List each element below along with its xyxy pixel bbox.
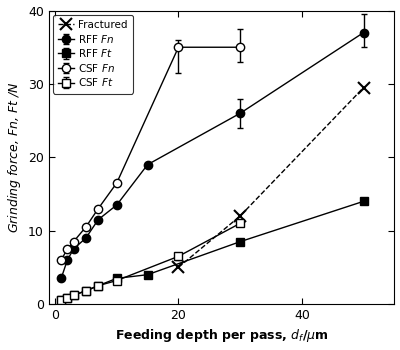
- Legend: Fractured, RFF $Fn$, RFF $Ft$, CSF $Fn$, CSF $Ft$: Fractured, RFF $Fn$, RFF $Ft$, CSF $Fn$,…: [53, 15, 133, 93]
- X-axis label: Feeding depth per pass, $d_f$/$\mu$m: Feeding depth per pass, $d_f$/$\mu$m: [115, 328, 328, 344]
- Fractured: [238, 214, 242, 218]
- Fractured: [361, 85, 366, 90]
- Fractured: [176, 265, 181, 270]
- Line: Fractured: Fractured: [173, 82, 369, 273]
- Y-axis label: Grinding force, $Fn$, $Ft$ /N: Grinding force, $Fn$, $Ft$ /N: [6, 82, 22, 233]
